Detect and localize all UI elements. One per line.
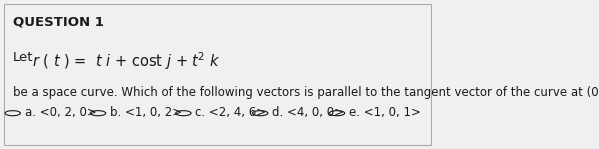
Text: d. <4, 0, 0>: d. <4, 0, 0>: [272, 106, 344, 119]
Text: c. <2, 4, 6>: c. <2, 4, 6>: [195, 106, 267, 119]
Text: e. <1, 0, 1>: e. <1, 0, 1>: [349, 106, 421, 119]
Text: be a space curve. Which of the following vectors is parallel to the tangent vect: be a space curve. Which of the following…: [13, 86, 599, 99]
Text: $\mathbf{\mathit{r}}$ ( $\mathbf{\mathit{t}}$ ) =  $\mathbf{\mathit{t}}$ $\mathb: $\mathbf{\mathit{r}}$ ( $\mathbf{\mathit…: [32, 51, 220, 72]
Text: a. <0, 2, 0>: a. <0, 2, 0>: [25, 106, 96, 119]
Text: b. <1, 0, 2>: b. <1, 0, 2>: [110, 106, 182, 119]
Text: QUESTION 1: QUESTION 1: [13, 15, 104, 28]
Text: Let: Let: [13, 51, 33, 64]
